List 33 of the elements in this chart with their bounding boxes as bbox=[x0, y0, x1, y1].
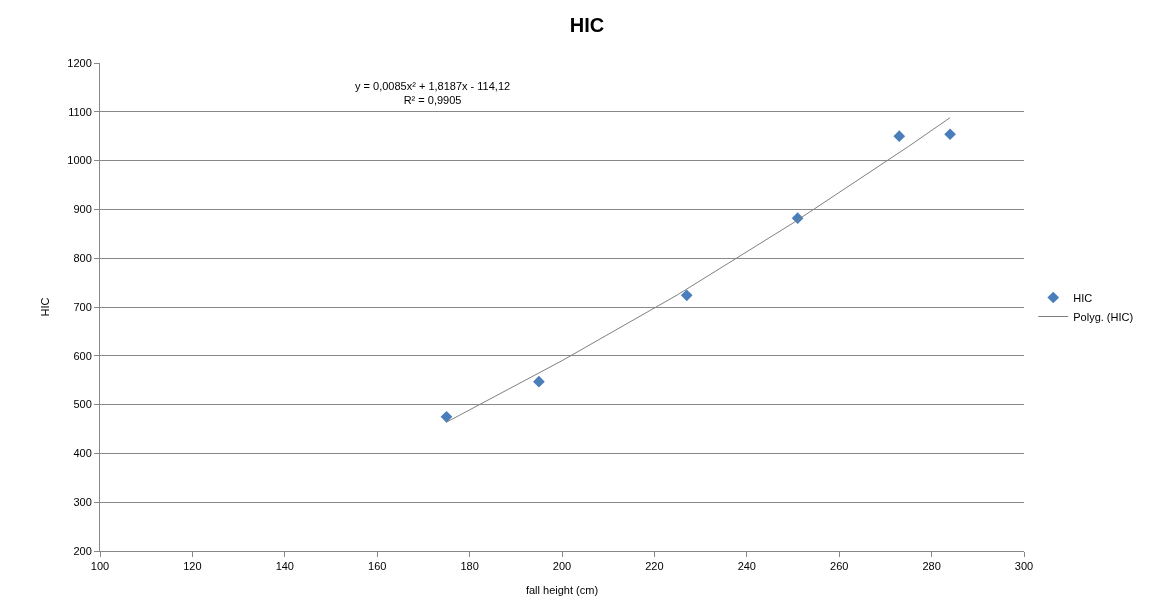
y-tick-label: 600 bbox=[73, 349, 92, 362]
legend-label: Polyg. (HIC) bbox=[1073, 310, 1134, 323]
x-tick-label: 300 bbox=[1014, 560, 1034, 573]
x-tick-label: 160 bbox=[368, 560, 387, 573]
x-tick-label: 180 bbox=[460, 560, 479, 573]
annotation: y = 0,0085x² + 1,8187x - 114,12 R² = 0,9905 bbox=[355, 80, 511, 107]
y-tick-label: 500 bbox=[73, 398, 92, 411]
y-tick-label: 1100 bbox=[68, 105, 92, 118]
x-tick-label: 280 bbox=[922, 560, 941, 573]
y-tick-label: 900 bbox=[73, 203, 92, 216]
y-tick-label: 300 bbox=[73, 496, 92, 509]
x-tick-label: 220 bbox=[645, 560, 664, 573]
y-tick-label: 1200 bbox=[67, 56, 92, 69]
x-tick-label: 200 bbox=[552, 560, 572, 573]
y-tick-label: 200 bbox=[73, 544, 92, 557]
x-tick-label: 240 bbox=[737, 560, 756, 573]
x-axis-title: fall height (cm) bbox=[525, 584, 599, 597]
x-tick-label: 140 bbox=[275, 560, 294, 573]
y-tick-label: 700 bbox=[73, 300, 92, 313]
y-tick-label: 800 bbox=[73, 252, 92, 265]
x-tick-label: 100 bbox=[90, 560, 110, 573]
point bbox=[944, 128, 956, 141]
y-axis-title: HIC bbox=[38, 297, 51, 317]
point bbox=[533, 375, 545, 388]
chart-title: HIC bbox=[569, 14, 605, 37]
x-tick-label: 120 bbox=[183, 560, 202, 573]
y-tick-label: 1000 bbox=[67, 154, 92, 167]
x-tick-label: 260 bbox=[830, 560, 849, 573]
point bbox=[440, 410, 453, 423]
point bbox=[893, 130, 906, 143]
y-tick-label: 400 bbox=[73, 447, 92, 460]
point bbox=[680, 289, 693, 302]
legend-label: HIC bbox=[1073, 291, 1093, 304]
